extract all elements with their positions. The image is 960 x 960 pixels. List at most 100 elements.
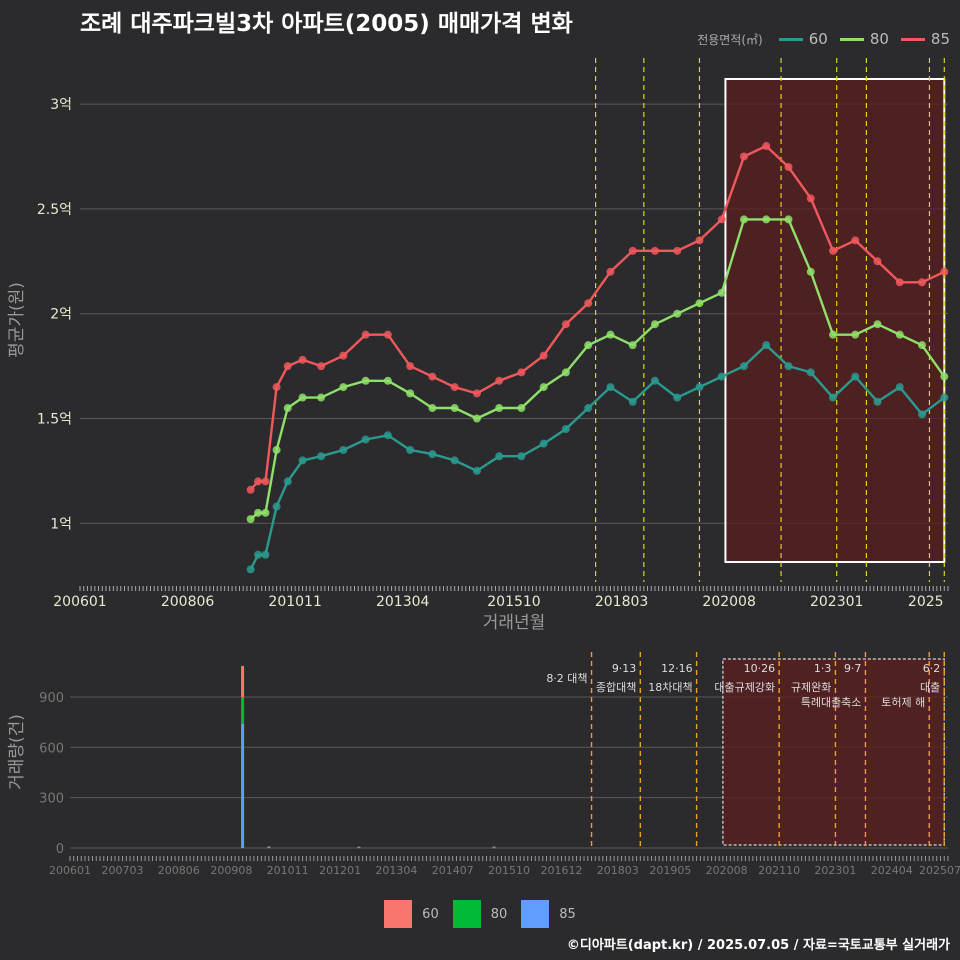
top-x-axis-label: 거래년월 xyxy=(483,613,546,633)
bar-legend-label-80: 80 xyxy=(490,906,508,922)
series-point-85 xyxy=(695,236,704,245)
source-footer: ©디아파트(dapt.kr) / 2025.07.05 / 자료=국토교통부 실… xyxy=(566,938,950,953)
series-point-60 xyxy=(561,424,570,433)
bottom-x-tick-label: 201803 xyxy=(597,864,639,877)
series-point-80 xyxy=(584,341,593,350)
top-highlight-box xyxy=(724,78,946,563)
series-point-60 xyxy=(650,376,659,385)
series-point-80 xyxy=(561,368,570,377)
series-point-85 xyxy=(298,355,307,364)
top-y-tick-label: 3억 xyxy=(50,97,72,113)
series-point-60 xyxy=(628,397,637,406)
legend-item-60: 60 xyxy=(778,30,828,48)
series-point-60 xyxy=(383,431,392,440)
series-point-80 xyxy=(517,404,526,413)
legend-line-85-icon xyxy=(900,37,925,41)
series-point-85 xyxy=(450,383,459,392)
top-y-tick-label: 2억 xyxy=(50,307,72,323)
series-point-60 xyxy=(361,435,370,444)
bar-legend-swatch-80-icon xyxy=(452,900,481,928)
policy-label: 10·26 xyxy=(744,662,776,675)
series-point-85 xyxy=(406,362,415,371)
series-point-80 xyxy=(406,389,415,398)
series-point-80 xyxy=(695,299,704,308)
series-point-85 xyxy=(784,162,793,171)
series-point-60 xyxy=(673,393,682,402)
bottom-x-tick-label: 202507 xyxy=(919,864,960,877)
series-point-85 xyxy=(261,477,270,486)
legend-line-60-icon xyxy=(778,37,803,41)
series-point-80 xyxy=(539,383,548,392)
series-point-80 xyxy=(806,267,815,276)
top-x-tick-label: 202301 xyxy=(810,594,863,610)
bar-85 xyxy=(492,847,496,849)
series-point-80 xyxy=(628,341,637,350)
top-legend: 전용면적(㎡) 60 80 85 xyxy=(697,30,950,48)
series-point-60 xyxy=(606,383,615,392)
bottom-x-tick-label: 202008 xyxy=(706,864,748,877)
series-point-80 xyxy=(317,393,326,402)
series-point-85 xyxy=(317,362,326,371)
bottom-y-axis-label: 거래량(건) xyxy=(7,714,27,790)
series-point-60 xyxy=(539,439,548,448)
series-point-80 xyxy=(606,330,615,339)
series-point-85 xyxy=(584,299,593,308)
bar-legend-swatch-85-icon xyxy=(521,900,550,928)
bottom-y-tick-label: 600 xyxy=(39,741,64,756)
series-point-80 xyxy=(739,215,748,224)
bottom-y-tick-label: 300 xyxy=(39,792,64,807)
series-point-85 xyxy=(739,152,748,161)
series-point-80 xyxy=(261,508,270,517)
series-point-85 xyxy=(283,362,292,371)
series-point-80 xyxy=(383,376,392,385)
series-point-60 xyxy=(873,397,882,406)
bar-legend-item-85: 85 xyxy=(521,900,576,928)
series-point-60 xyxy=(918,410,927,419)
policy-label: 9·13 xyxy=(612,662,637,675)
series-point-60 xyxy=(895,383,904,392)
series-point-85 xyxy=(561,320,570,329)
bottom-x-tick-label: 201905 xyxy=(649,864,691,877)
series-point-60 xyxy=(472,466,481,475)
bottom-highlight-box xyxy=(722,658,945,846)
series-point-60 xyxy=(495,452,504,461)
series-point-60 xyxy=(717,372,726,381)
series-point-80 xyxy=(784,215,793,224)
series-point-85 xyxy=(472,389,481,398)
series-point-85 xyxy=(517,368,526,377)
top-y-tick-label: 2.5억 xyxy=(37,202,72,218)
bottom-legend: 60 80 85 xyxy=(0,900,960,928)
series-point-85 xyxy=(628,246,637,255)
top-y-tick-label: 1억 xyxy=(50,516,72,532)
policy-label: 12·16 xyxy=(661,662,693,675)
series-point-85 xyxy=(673,246,682,255)
bottom-x-tick-label: 201612 xyxy=(541,864,583,877)
series-point-85 xyxy=(428,372,437,381)
series-point-60 xyxy=(283,477,292,486)
series-point-60 xyxy=(739,362,748,371)
series-point-60 xyxy=(762,341,771,350)
series-point-80 xyxy=(717,288,726,297)
series-point-60 xyxy=(246,565,255,574)
top-x-tick-label: 200806 xyxy=(161,594,215,610)
top-x-tick-label: 201304 xyxy=(376,594,430,610)
bar-legend-item-80: 80 xyxy=(452,900,508,928)
policy-label: 1·3 xyxy=(814,662,832,675)
series-point-60 xyxy=(272,502,281,511)
legend-line-80-icon xyxy=(839,37,864,41)
series-point-85 xyxy=(246,485,255,494)
policy-sublabel: 종합대책 xyxy=(596,681,636,694)
series-point-60 xyxy=(317,452,326,461)
series-point-60 xyxy=(584,404,593,413)
bar-60 xyxy=(492,846,496,848)
series-point-60 xyxy=(261,550,270,559)
bar-legend-swatch-60-icon xyxy=(384,900,413,928)
policy-sublabel: 규제완화 xyxy=(791,681,831,694)
policy-sublabel: 특례대출축소 xyxy=(801,696,862,709)
top-x-tick-label: 200601 xyxy=(53,594,106,610)
policy-label: 8·2 대책 xyxy=(546,672,587,685)
legend-item-85: 85 xyxy=(900,30,950,48)
bar-legend-label-85: 85 xyxy=(559,906,576,922)
series-point-80 xyxy=(361,376,370,385)
